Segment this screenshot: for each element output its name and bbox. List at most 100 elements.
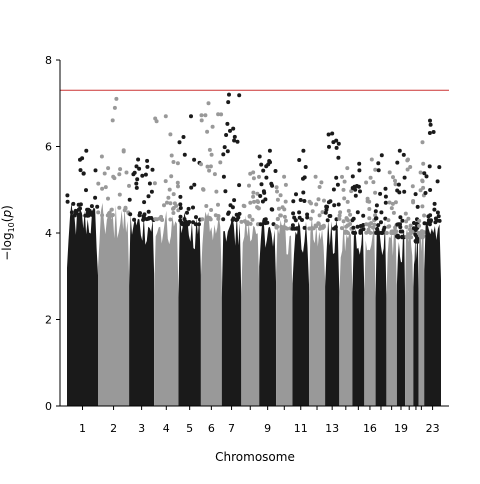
snp-point (436, 214, 441, 219)
snp-point (415, 204, 420, 209)
snp-point (331, 140, 336, 145)
snp-point (71, 201, 76, 206)
chromosome-3-body (129, 215, 155, 406)
snp-point (398, 229, 403, 234)
snp-point (192, 182, 197, 187)
snp-point (180, 222, 185, 227)
snp-point (341, 219, 346, 224)
snp-point (348, 212, 353, 217)
chromosome-3-points (127, 157, 156, 406)
snp-point (285, 226, 290, 231)
snp-point (258, 222, 263, 227)
snp-point (344, 224, 349, 229)
snp-point (117, 192, 122, 197)
snp-point (221, 217, 226, 222)
snp-point (297, 158, 302, 162)
snp-point (383, 200, 388, 205)
snp-point (342, 196, 347, 201)
x-tick-label: 3 (138, 422, 145, 435)
snp-point (367, 207, 372, 211)
snp-point (383, 194, 388, 199)
snp-point (205, 164, 210, 169)
snp-point (181, 135, 186, 139)
snp-point (417, 218, 422, 223)
snp-point (185, 210, 189, 215)
snp-point (269, 181, 274, 186)
snp-point (216, 202, 220, 207)
chromosome-1-body (67, 202, 98, 406)
snp-point (404, 225, 409, 229)
snp-point (302, 225, 307, 230)
snp-point (199, 113, 204, 118)
snp-point (216, 214, 221, 218)
snp-point (247, 183, 251, 188)
snp-point (389, 206, 394, 211)
snp-point (381, 227, 386, 232)
snp-point (402, 189, 407, 194)
snp-point (247, 214, 252, 218)
snp-point (209, 208, 214, 212)
snp-point (169, 174, 174, 179)
snp-point (424, 174, 429, 179)
chromosome-8-body (241, 215, 260, 406)
snp-point (132, 170, 137, 175)
chromosome-12-points (307, 174, 326, 406)
snp-point (182, 217, 187, 222)
snp-point (275, 217, 280, 222)
snp-point (373, 216, 378, 221)
snp-point (344, 216, 349, 221)
chromosome-8-points (239, 170, 261, 406)
chromosome-10-points (274, 174, 293, 406)
snp-point (78, 212, 82, 217)
snp-point (371, 225, 376, 230)
snp-point (397, 190, 402, 195)
chromosome-10-body (276, 219, 293, 406)
snp-point (142, 200, 147, 205)
snp-point (371, 180, 376, 185)
snp-point (437, 165, 442, 170)
snp-point (89, 204, 94, 209)
snp-point (358, 224, 363, 228)
chromosome-16-body (364, 222, 376, 406)
snp-point (393, 225, 398, 230)
snp-point (178, 194, 183, 199)
x-axis-label: Chromosome (215, 450, 295, 464)
y-tick-label: 4 (45, 227, 52, 240)
snp-point (78, 168, 83, 173)
snp-point (405, 167, 410, 172)
x-ticks: 1 2 3 4 5 6 7 9 11 13 16 19 23 (79, 406, 440, 435)
snp-point (309, 201, 313, 206)
snp-point (386, 224, 391, 229)
snp-point (165, 200, 169, 205)
snp-point (387, 200, 392, 205)
snp-point (264, 164, 269, 169)
snp-point (364, 222, 369, 227)
snp-point (191, 205, 195, 210)
snp-point (351, 230, 356, 235)
snp-point (283, 218, 288, 223)
snp-point (305, 215, 310, 220)
snp-point (163, 179, 168, 184)
snp-point (282, 214, 287, 219)
snp-point (331, 187, 336, 192)
x-tick-label: 23 (426, 422, 440, 435)
snp-point (419, 229, 424, 234)
snp-point (121, 148, 126, 153)
x-tick-label: 11 (294, 422, 308, 435)
snp-point (341, 187, 346, 192)
snp-point (303, 165, 308, 169)
snp-point (80, 156, 85, 161)
snp-point (427, 164, 432, 169)
snp-point (415, 239, 419, 244)
snp-point (225, 149, 230, 154)
snp-point (313, 223, 318, 228)
snp-point (390, 201, 395, 206)
snp-point (69, 210, 74, 215)
snp-point (349, 189, 354, 194)
snp-point (335, 182, 340, 187)
snp-point (353, 193, 358, 198)
x-tick-label: 13 (325, 422, 339, 435)
snp-point (275, 189, 279, 194)
snp-point (232, 198, 237, 203)
snp-point (391, 175, 395, 180)
